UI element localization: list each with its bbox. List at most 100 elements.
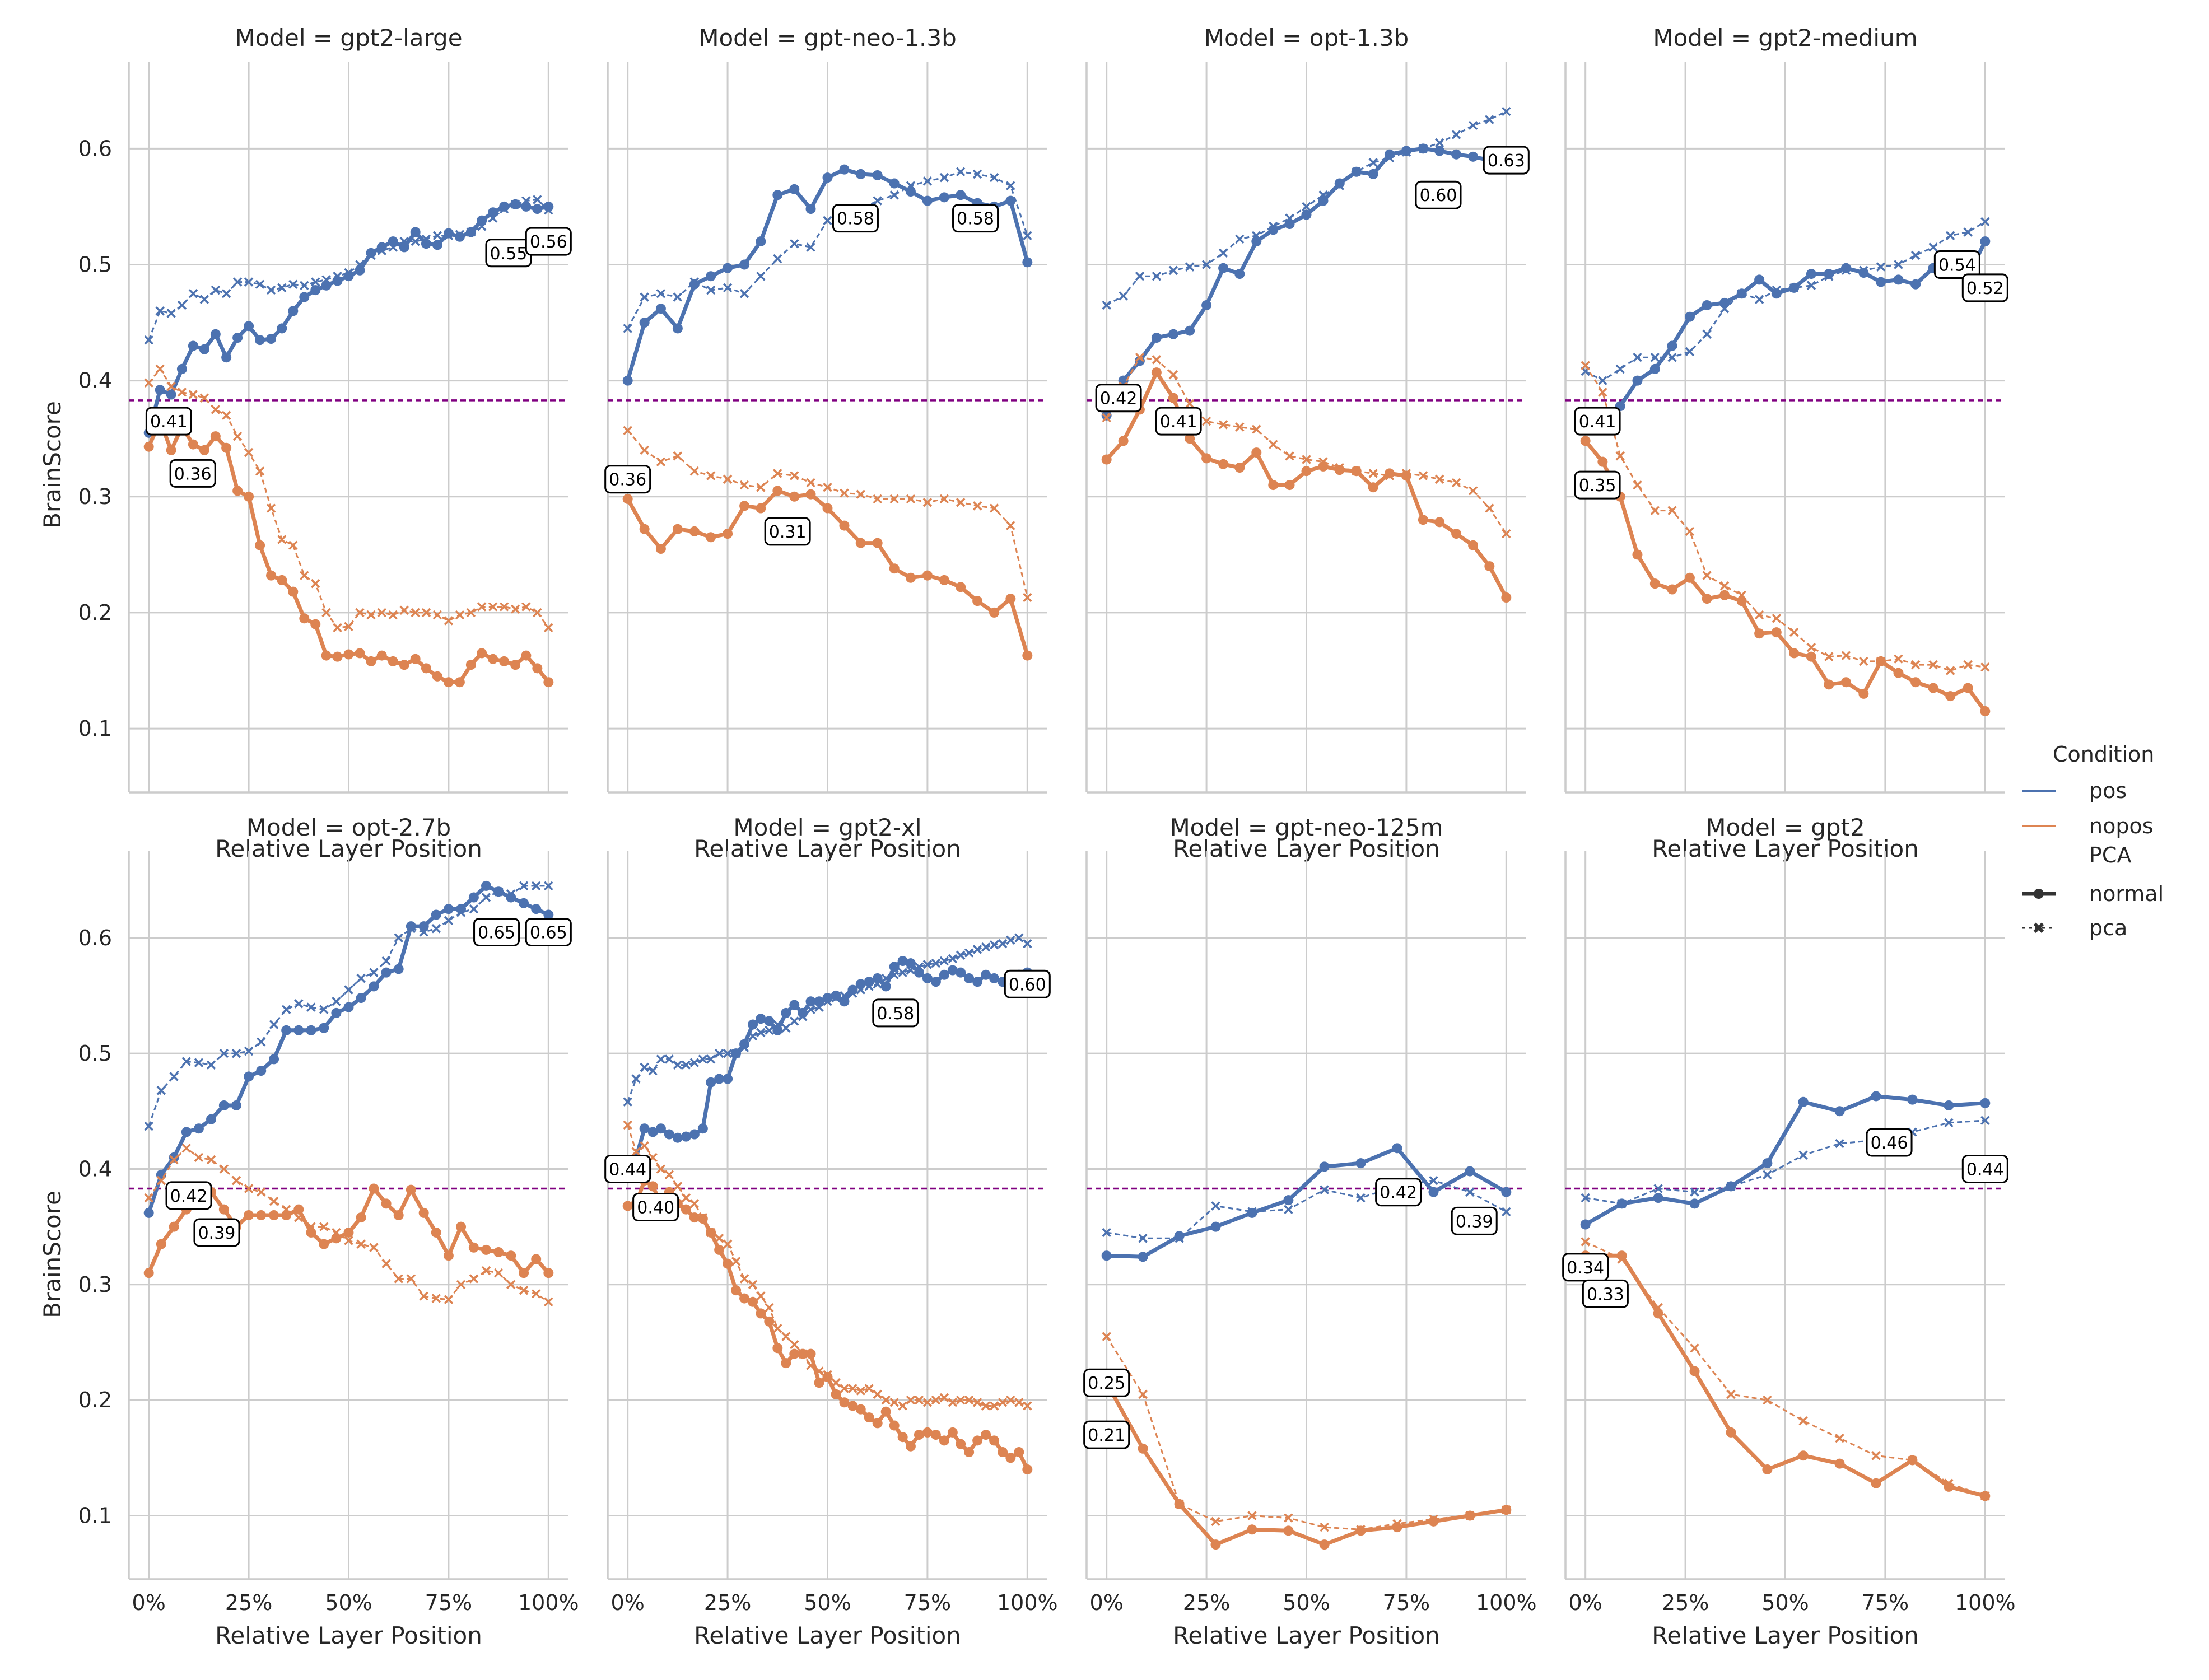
data-point (839, 520, 850, 531)
series-nopos-pca (144, 364, 553, 633)
data-point (419, 1291, 428, 1301)
data-point (1138, 1443, 1148, 1454)
data-point (355, 608, 365, 618)
data-point (972, 596, 983, 606)
data-point (698, 1212, 708, 1222)
data-point (431, 909, 441, 920)
data-point (922, 497, 933, 507)
data-point (1468, 540, 1479, 550)
data-point (805, 204, 816, 214)
data-point (488, 602, 498, 612)
data-point (193, 1123, 204, 1134)
data-point (781, 1358, 791, 1369)
data-point (972, 945, 982, 954)
data-point (839, 1397, 850, 1408)
data-point (922, 1398, 933, 1407)
data-point (689, 1129, 700, 1140)
data-point (255, 466, 265, 476)
data-point (1385, 471, 1395, 480)
x-tick-label: 50% (1761, 1590, 1809, 1615)
data-point (714, 1048, 724, 1058)
data-point (623, 324, 632, 333)
data-point (823, 997, 832, 1006)
data-point (443, 904, 454, 914)
data-point (1928, 242, 1938, 252)
series-line (1584, 1094, 1986, 1226)
data-point (872, 538, 883, 548)
data-point (1352, 466, 1361, 476)
data-point (905, 572, 916, 583)
data-point (1876, 262, 1886, 272)
data-point (1168, 265, 1178, 276)
data-point (1501, 1187, 1512, 1197)
data-point (914, 962, 924, 972)
data-point (288, 279, 298, 289)
data-point (1268, 480, 1279, 491)
data-point (906, 1395, 916, 1405)
annotation-box (604, 1154, 651, 1183)
data-point (544, 881, 553, 891)
data-point (1893, 274, 1904, 285)
data-point (466, 608, 476, 618)
data-point (790, 239, 799, 249)
annotation-text: 0.31 (769, 522, 807, 542)
data-point (1871, 1450, 1881, 1460)
data-point (206, 1060, 216, 1070)
data-point (622, 375, 633, 386)
data-point (355, 648, 365, 659)
data-point (156, 1085, 166, 1095)
data-point (781, 1023, 791, 1033)
x-tick-label: 50% (804, 1590, 851, 1615)
data-point (956, 497, 966, 507)
data-point (947, 1427, 958, 1438)
data-point (939, 192, 949, 203)
data-point (493, 1268, 504, 1278)
data-point (444, 1295, 454, 1304)
data-point (889, 1420, 900, 1431)
data-point (1649, 578, 1660, 589)
annotation-box (145, 407, 192, 436)
data-point (931, 958, 941, 968)
data-point (388, 656, 398, 666)
data-point (739, 259, 750, 270)
data-point (739, 1293, 750, 1304)
data-point (493, 886, 504, 897)
data-point (443, 1250, 454, 1261)
annotation-box (1961, 1154, 2008, 1183)
series-pos-pca (144, 195, 553, 345)
data-point (1318, 457, 1328, 466)
data-point (206, 1155, 216, 1165)
panel-6: Model = gpt-neo-125m 0% 25% 50% 75% 100% Relat… (1083, 814, 1537, 1649)
data-point (1151, 333, 1162, 343)
data-point (499, 204, 509, 214)
annotation-box (473, 917, 520, 946)
data-point (848, 988, 857, 998)
data-point (756, 1014, 766, 1024)
data-point (176, 363, 187, 374)
data-point (388, 242, 398, 252)
annotation-box (1933, 250, 1980, 279)
data-point (1356, 1193, 1366, 1203)
data-point (1418, 471, 1428, 480)
x-tick-label: 25% (225, 1590, 272, 1615)
data-point (873, 979, 882, 989)
data-point (293, 1204, 304, 1215)
data-point (1719, 304, 1730, 314)
data-point (399, 236, 409, 246)
x-tick-label: 100% (1476, 1590, 1537, 1615)
data-point (231, 1048, 241, 1058)
data-point (623, 1097, 632, 1107)
data-point (181, 1144, 192, 1153)
data-point (1858, 688, 1869, 699)
data-point (393, 964, 404, 974)
data-point (1006, 521, 1015, 530)
data-point (772, 1343, 783, 1354)
data-point (1702, 594, 1712, 604)
data-point (831, 1378, 841, 1388)
data-point (664, 1170, 674, 1180)
data-point (972, 501, 982, 511)
data-point (1689, 1366, 1700, 1376)
data-point (939, 172, 949, 183)
data-point (188, 439, 198, 450)
data-point (456, 904, 467, 914)
